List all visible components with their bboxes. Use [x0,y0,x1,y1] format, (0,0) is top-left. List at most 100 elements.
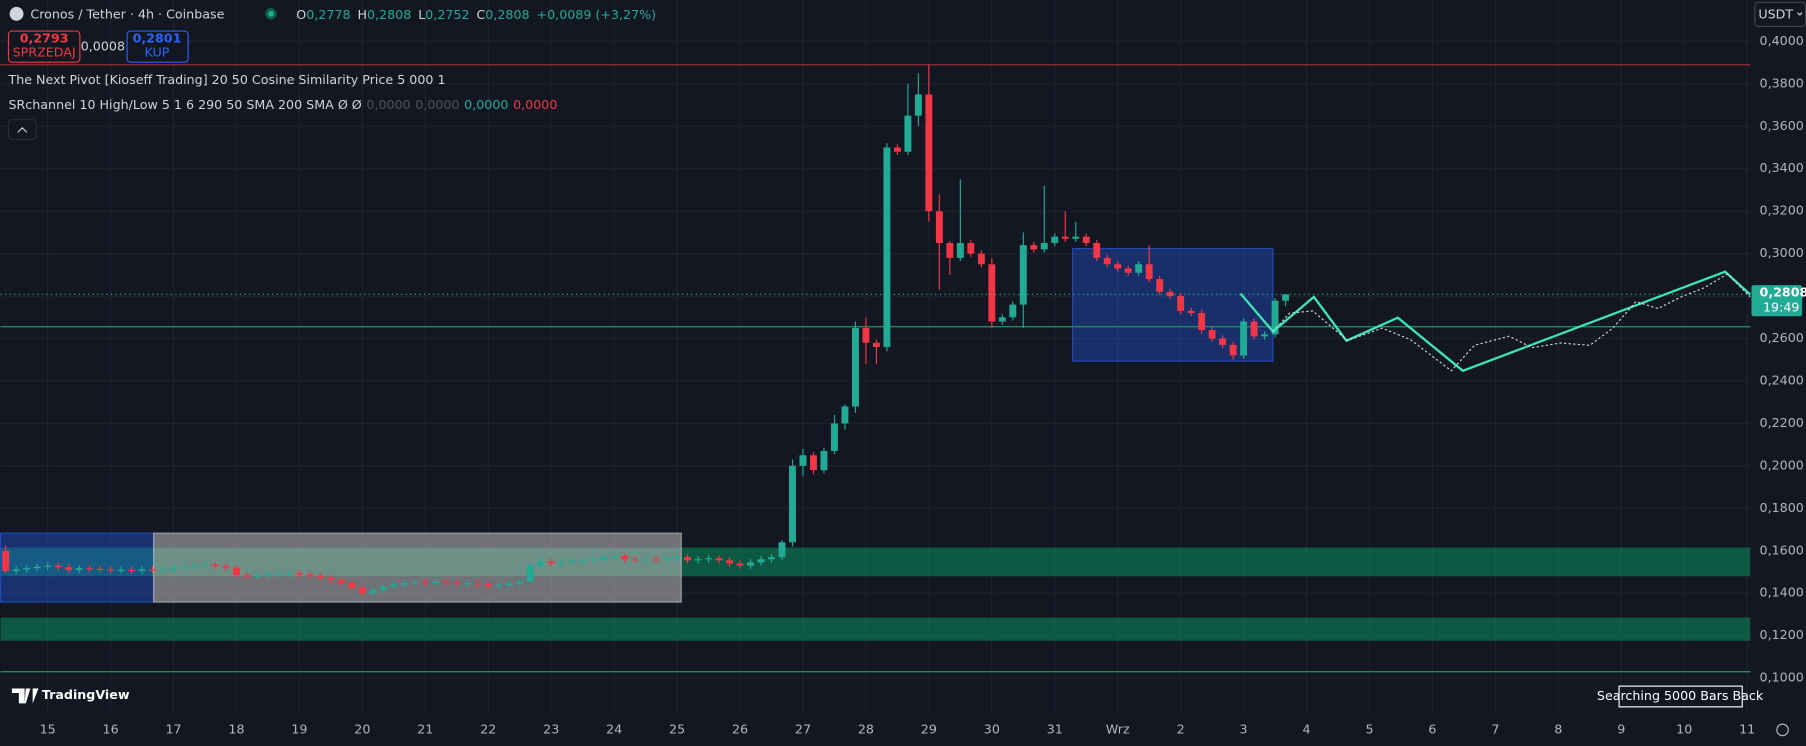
candle-body [159,569,167,571]
pattern-box [0,532,155,603]
candle-body [841,406,849,424]
candle-body [86,568,94,570]
candle-body [128,569,136,572]
projection-line [1272,273,1751,372]
x-tick-label: 27 [795,721,811,736]
symbol-icon [9,6,24,21]
candle-body [1208,330,1216,339]
candle-body [1061,236,1069,239]
candle-body [988,264,996,322]
candle-body [1145,264,1153,280]
candle-body [369,590,377,594]
ohlc-value: 0,2808 [485,6,529,21]
candle-body [736,563,744,566]
settings-icon[interactable] [1776,723,1789,737]
candle-body [411,582,419,584]
status: Searching 5000 Bars Back [1597,688,1764,703]
candle-body [684,557,692,561]
candle-body [358,587,366,594]
candle-body [747,562,754,566]
chart-title: Cronos / Tether · 4h · Coinbase [30,6,224,21]
candle-body [862,327,870,343]
candle-body [1114,264,1122,269]
candle-body [820,451,828,471]
indicator-value: 0,0000 [366,96,410,111]
candle-body [851,327,859,407]
status-dot-inner [268,10,274,17]
x-tick-label: 6 [1428,721,1436,736]
candle-body [390,584,398,587]
ohlc-value: 0,2752 [425,6,469,21]
y-tick-label: 0,3000 [1760,245,1804,260]
candle-body [621,556,629,560]
candle-body [1103,257,1111,265]
spread: 0,0008 [81,39,125,54]
currency-caret [1797,12,1803,16]
candle-body [316,576,324,578]
candle-body [75,568,83,570]
candle-body [1019,245,1027,305]
candle-body [1030,245,1038,250]
candle-body [956,243,964,258]
candle-body [138,569,146,571]
buy-button[interactable] [126,30,189,63]
candle-body [694,559,702,561]
candle-body [33,566,41,569]
candle-body [201,564,209,566]
candle-body [1198,313,1206,331]
ohlc-change: +0,0089 (+3,27%) [537,6,657,21]
x-tick-label: 10 [1676,721,1692,736]
candle-body [914,94,922,116]
y-tick-label: 0,4000 [1760,33,1804,48]
candle-body [484,584,492,587]
brand: TradingView [42,687,130,702]
candle-body [946,243,954,258]
y-tick-label: 0,3200 [1760,203,1804,218]
sell-button[interactable] [7,30,81,63]
candle-body [872,342,880,348]
candle-body [893,147,901,152]
last-price-tag [1751,285,1803,317]
currency: USDT [1758,6,1793,21]
y-tick-label: 0,2400 [1760,372,1804,387]
candle-body [558,561,566,564]
x-tick-label: 2 [1177,721,1185,736]
collapse-button[interactable] [7,119,37,140]
candle-body [526,565,534,582]
ohlc-value: 0,2808 [367,6,411,21]
candle-body [474,583,482,585]
candle-body [1177,296,1185,311]
x-tick-label: 8 [1554,721,1562,736]
candle-body [810,455,817,471]
y-tick-label: 0,3600 [1760,118,1804,133]
candle-body [23,568,31,570]
candle-body [191,565,198,567]
candle-body [149,569,157,571]
candle-body [421,582,429,584]
x-tick-label: 15 [40,721,56,736]
candle-body [170,567,177,570]
x-tick-label: 7 [1491,721,1499,736]
ohlc-key: C [476,6,485,21]
candle-body [705,558,713,560]
candle-body [348,583,356,588]
x-tick-label: 3 [1240,721,1248,736]
candle-body [96,568,104,570]
y-tick-label: 0,1200 [1760,627,1804,642]
x-tick-label: 23 [543,721,559,736]
x-tick-label: 11 [1739,721,1755,736]
x-tick-label: 24 [606,721,622,736]
candle-body [233,567,240,576]
sell-label: SPRZEDAJ [13,44,76,59]
x-tick-label: 16 [103,721,119,736]
candle-body [663,558,671,560]
candle-body [904,115,912,152]
candle-body [463,583,471,585]
pattern-box [153,532,682,603]
candle-body [589,559,597,561]
x-tick-label: 4 [1303,721,1311,736]
ohlc-key: H [357,6,367,21]
